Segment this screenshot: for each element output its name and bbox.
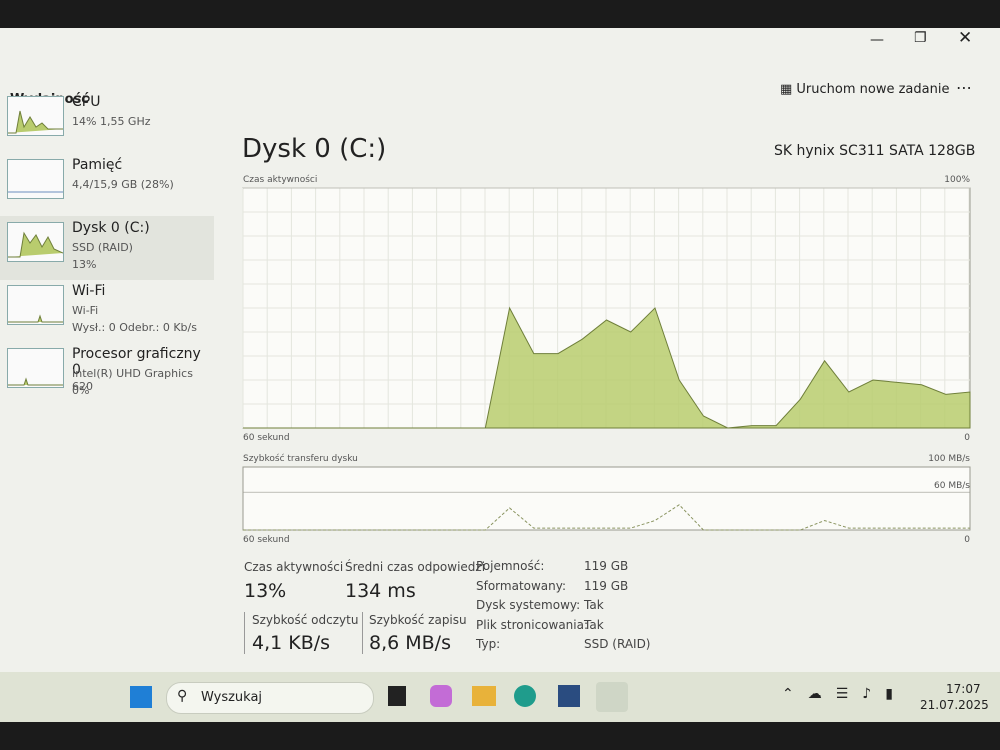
sidebar-item[interactable]: CPU 14% 1,55 GHz: [0, 90, 214, 154]
y-tick-label: 100%: [944, 175, 970, 185]
prop-label: Sformatowany:: [476, 578, 567, 593]
item-detail: SSD (RAID): [72, 241, 133, 254]
item-name: Dysk 0 (C:): [72, 220, 150, 236]
prop-value: Tak: [584, 617, 604, 632]
thumbnail: [7, 159, 64, 199]
minimize[interactable]: —: [870, 32, 884, 48]
item-name: Pamięć: [72, 157, 123, 173]
line: [243, 504, 970, 531]
read-label: Szybkość odczytu: [252, 613, 359, 627]
x-tick-label: 60 sekund: [243, 433, 290, 443]
write-value: 8,6 MB/s: [369, 632, 451, 654]
y-tick-label: 0: [964, 535, 970, 545]
item-detail: 0%: [72, 384, 90, 397]
item-detail: Wysł.: 0 Odebr.: 0 Kb/s: [72, 321, 197, 334]
thumbnail-line: [8, 231, 64, 258]
disk-title: Dysk 0 (C:): [242, 134, 387, 164]
restore[interactable]: ❐: [914, 30, 927, 46]
thumbnail: [7, 222, 64, 262]
prop-value: SSD (RAID): [584, 637, 651, 651]
prop-label: Pojemność:: [476, 559, 545, 573]
taskbar: ⚲ Wyszukaj ⌃☁☰♪▮ 17:07 21.07.2025: [0, 672, 1000, 722]
tray-icons[interactable]: ⌃☁☰♪▮: [782, 686, 907, 702]
app-icon[interactable]: [514, 685, 536, 707]
charts: Czas aktywności 0 100% 60 sekund Szybkość tr…: [242, 174, 971, 545]
chart-title: Szybkość transferu dysku: [243, 453, 358, 464]
y-tick-label: 0: [964, 433, 970, 443]
write-label: Szybkość zapisu: [369, 613, 467, 627]
thumbnail-line: [8, 314, 63, 323]
item-detail: 4,4/15,9 GB (28%): [72, 178, 174, 191]
response-label: Średni czas odpowiedzi: [345, 560, 486, 574]
sidebar-item[interactable]: Wi-Fi Wi-Fi Wysł.: 0 Odebr.: 0 Kb/s: [0, 279, 214, 343]
clock-time: 17:07: [946, 682, 981, 696]
area: [243, 306, 971, 429]
prop-label: Dysk systemowy:: [476, 598, 581, 612]
thumbnail: [7, 348, 64, 388]
new-task-button[interactable]: ▦ Uruchom nowe zadanie: [780, 82, 950, 97]
x-tick-label: 60 sekund: [243, 535, 290, 545]
disk-model: SK hynix SC311 SATA 128GB: [774, 143, 976, 159]
clock-date: 21.07.2025: [920, 698, 989, 712]
thumbnail-graph: [8, 377, 63, 386]
item-name: Procesor graficzny 0: [72, 346, 201, 378]
app-icon[interactable]: [388, 686, 406, 706]
item-detail: 13%: [72, 258, 97, 271]
close[interactable]: ✕: [958, 28, 973, 48]
prop-label: Typ:: [476, 637, 501, 651]
y-tick-label: 60 MB/s: [934, 481, 970, 491]
item-name: CPU: [72, 94, 101, 110]
thumbnail-graph: [8, 314, 63, 323]
thumbnail-graph: [8, 231, 64, 258]
prop-value: Tak: [584, 598, 604, 612]
y-tick-label: 100 MB/s: [928, 454, 970, 464]
active-value: 13%: [244, 580, 287, 602]
active-label: Czas aktywności: [244, 560, 344, 574]
sidebar: CPU 14% 1,55 GHz Pamięć 4,4/15,9 GB (28%) Dy…: [0, 90, 220, 640]
active-app[interactable]: [596, 682, 628, 712]
thumbnail-graph: [8, 110, 63, 134]
app-icon[interactable]: [472, 686, 496, 706]
search-icon: ⚲: [177, 688, 188, 704]
thumbnail-line: [8, 110, 63, 134]
app-icon[interactable]: [430, 685, 452, 707]
sidebar-item[interactable]: Pamięć 4,4/15,9 GB (28%): [0, 153, 214, 217]
stats: Czas aktywności 13% Średni czas odpowied…: [244, 559, 651, 654]
search-text: Wyszukaj: [201, 690, 263, 705]
sidebar-item[interactable]: Procesor graficzny 0 Intel(R) UHD Graphic…: [0, 342, 214, 406]
chart-title: Czas aktywności: [243, 174, 317, 185]
divider: [244, 612, 245, 654]
app-icon[interactable]: [558, 685, 580, 707]
start-button[interactable]: [130, 686, 152, 708]
read-value: 4,1 KB/s: [252, 632, 331, 654]
sidebar-item[interactable]: Dysk 0 (C:) SSD (RAID) 13%: [0, 216, 214, 280]
item-name: Wi-Fi: [72, 283, 106, 299]
prop-value: 119 GB: [584, 578, 629, 593]
search-box[interactable]: ⚲ Wyszukaj: [166, 682, 374, 714]
new-task-label: Uruchom nowe zadanie: [796, 82, 950, 97]
thumbnail-line: [8, 377, 63, 386]
thumbnail-graph: [8, 191, 63, 193]
item-detail: 14% 1,55 GHz: [72, 115, 151, 128]
chart-frame: [242, 466, 971, 531]
item-detail: Wi-Fi: [72, 304, 99, 317]
prop-value: 119 GB: [584, 559, 629, 573]
divider: [362, 612, 363, 654]
prop-label: Plik stronicowania:: [476, 617, 589, 632]
item-detail: Intel(R) UHD Graphics 620: [72, 367, 193, 393]
more-menu[interactable]: ⋯: [956, 78, 972, 97]
thumbnail: [7, 96, 64, 136]
thumbnail: [7, 285, 64, 325]
response-value: 134 ms: [345, 580, 416, 602]
